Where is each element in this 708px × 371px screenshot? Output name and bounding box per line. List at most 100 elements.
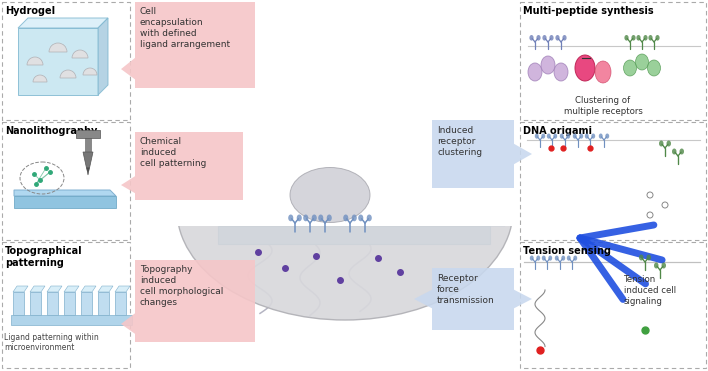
Bar	[135, 260, 255, 342]
Wedge shape	[33, 75, 47, 82]
Text: Topographical
patterning: Topographical patterning	[5, 246, 83, 267]
Ellipse shape	[530, 256, 534, 261]
Ellipse shape	[646, 255, 651, 260]
Ellipse shape	[554, 63, 568, 81]
Ellipse shape	[661, 263, 666, 269]
Bar	[520, 122, 706, 240]
Bar	[2, 242, 130, 368]
Ellipse shape	[177, 100, 513, 320]
Polygon shape	[440, 18, 445, 23]
Ellipse shape	[297, 214, 302, 221]
Bar	[520, 2, 706, 120]
Polygon shape	[465, 18, 470, 19]
Polygon shape	[414, 290, 432, 308]
Polygon shape	[375, 18, 380, 36]
Polygon shape	[280, 18, 285, 53]
Polygon shape	[435, 18, 440, 24]
Ellipse shape	[585, 134, 588, 139]
Bar	[11, 315, 132, 325]
Polygon shape	[400, 18, 405, 31]
Ellipse shape	[549, 35, 554, 40]
Ellipse shape	[312, 214, 316, 221]
Ellipse shape	[573, 256, 577, 261]
Polygon shape	[275, 18, 280, 54]
Polygon shape	[395, 18, 400, 32]
Text: Chemical
induced
cell patterning: Chemical induced cell patterning	[140, 137, 206, 168]
Polygon shape	[340, 18, 345, 42]
Polygon shape	[13, 292, 24, 315]
Text: Nanolithography: Nanolithography	[5, 126, 98, 136]
Text: Tension
induced cell
signaling: Tension induced cell signaling	[624, 275, 676, 306]
Polygon shape	[30, 286, 45, 292]
Polygon shape	[390, 18, 395, 33]
Bar	[135, 132, 243, 200]
Polygon shape	[18, 18, 108, 28]
Polygon shape	[445, 18, 450, 23]
Polygon shape	[310, 18, 315, 47]
Polygon shape	[18, 28, 98, 95]
Ellipse shape	[553, 134, 557, 139]
Ellipse shape	[624, 60, 636, 76]
Polygon shape	[305, 18, 310, 49]
Text: DNA origami: DNA origami	[523, 126, 592, 136]
Polygon shape	[514, 144, 532, 164]
Text: Cell
encapsulation
with defined
ligand arrangement: Cell encapsulation with defined ligand a…	[140, 7, 230, 49]
Ellipse shape	[548, 256, 552, 261]
Ellipse shape	[680, 148, 684, 154]
Polygon shape	[64, 292, 75, 315]
Ellipse shape	[561, 256, 565, 261]
Polygon shape	[325, 18, 330, 45]
Polygon shape	[121, 176, 135, 193]
Ellipse shape	[579, 134, 583, 139]
Bar	[520, 242, 706, 368]
Ellipse shape	[562, 35, 566, 40]
Polygon shape	[360, 18, 365, 38]
Ellipse shape	[541, 56, 555, 74]
Polygon shape	[350, 18, 355, 40]
Ellipse shape	[636, 54, 649, 70]
Ellipse shape	[624, 35, 629, 40]
Polygon shape	[47, 286, 62, 292]
Ellipse shape	[636, 35, 641, 40]
Polygon shape	[98, 18, 108, 95]
Ellipse shape	[656, 35, 660, 40]
Polygon shape	[295, 18, 300, 50]
Ellipse shape	[648, 60, 661, 76]
Ellipse shape	[528, 63, 542, 81]
Polygon shape	[121, 58, 135, 79]
Bar	[2, 122, 130, 240]
Polygon shape	[76, 130, 100, 138]
Ellipse shape	[605, 134, 609, 139]
Ellipse shape	[358, 214, 363, 221]
Text: Clustering of
multiple receptors: Clustering of multiple receptors	[564, 96, 642, 116]
Ellipse shape	[343, 214, 348, 221]
Ellipse shape	[654, 263, 658, 269]
Polygon shape	[30, 292, 41, 315]
Bar	[2, 2, 130, 120]
Ellipse shape	[560, 134, 564, 139]
Bar	[14, 196, 116, 208]
Polygon shape	[121, 313, 135, 334]
Text: Receptor
force
transmission: Receptor force transmission	[437, 274, 495, 305]
Polygon shape	[405, 18, 410, 30]
Polygon shape	[83, 152, 93, 168]
Ellipse shape	[666, 141, 671, 147]
Bar	[432, 120, 514, 188]
Ellipse shape	[326, 214, 332, 221]
Polygon shape	[86, 168, 89, 175]
Ellipse shape	[288, 214, 293, 221]
Polygon shape	[300, 18, 305, 49]
Ellipse shape	[599, 134, 603, 139]
Ellipse shape	[644, 35, 648, 40]
Polygon shape	[115, 292, 126, 315]
Polygon shape	[425, 18, 430, 26]
Ellipse shape	[555, 256, 559, 261]
Polygon shape	[335, 18, 340, 43]
Ellipse shape	[530, 35, 534, 40]
Ellipse shape	[632, 35, 636, 40]
Polygon shape	[460, 18, 465, 20]
Wedge shape	[72, 50, 88, 58]
Bar	[135, 2, 255, 88]
Polygon shape	[330, 18, 335, 44]
Polygon shape	[13, 286, 28, 292]
